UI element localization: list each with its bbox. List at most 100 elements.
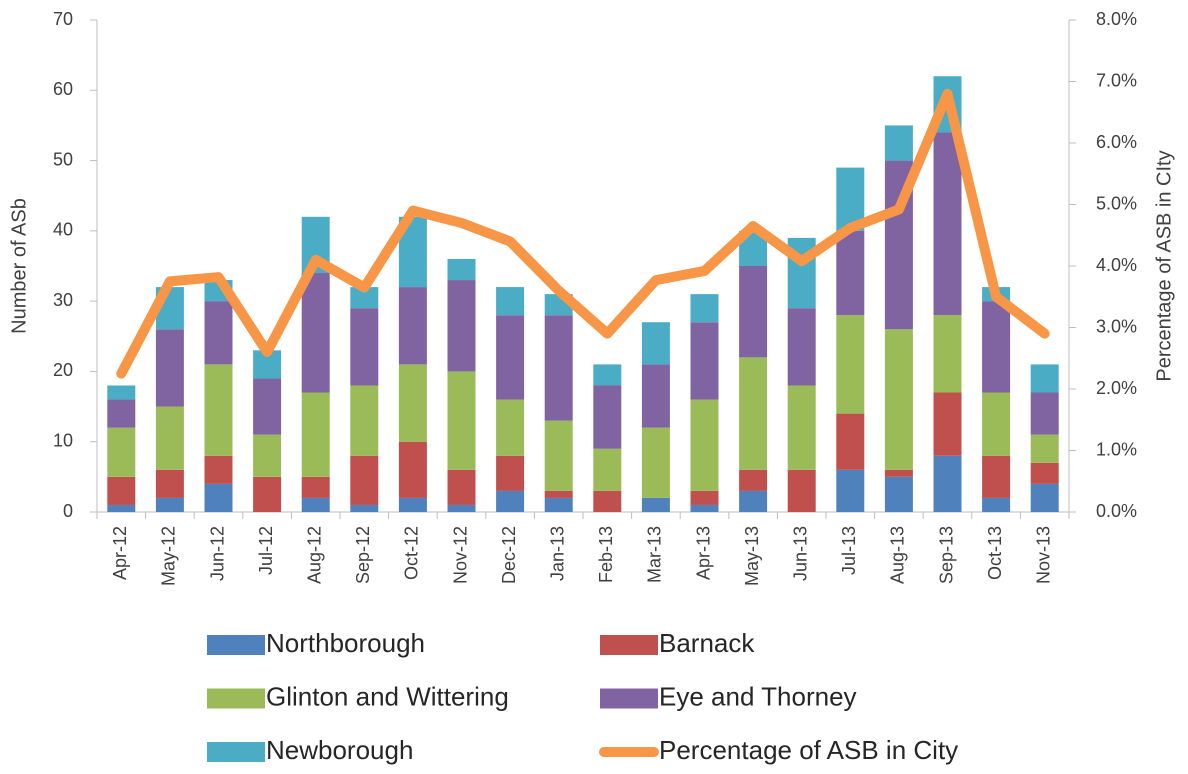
y-tick-label: 70 xyxy=(53,9,73,29)
bar xyxy=(690,294,719,323)
y-tick-label: 60 xyxy=(53,79,73,99)
bar xyxy=(690,504,719,512)
bar xyxy=(593,364,622,386)
bar xyxy=(301,476,330,498)
legend-swatch xyxy=(207,742,265,762)
bar xyxy=(107,399,136,428)
bar xyxy=(593,385,622,449)
y2-tick-label: 6.0% xyxy=(1096,132,1137,152)
legend-swatch xyxy=(600,688,658,709)
bar xyxy=(787,385,816,470)
bar xyxy=(884,125,913,161)
bar xyxy=(253,378,282,435)
bar xyxy=(1030,392,1059,435)
legend-swatch xyxy=(600,635,658,655)
bar xyxy=(447,469,476,505)
x-tick-label: Aug-13 xyxy=(888,526,908,584)
bar xyxy=(982,392,1011,456)
bar xyxy=(301,497,330,512)
bar xyxy=(787,308,816,386)
bar xyxy=(398,364,427,442)
bar xyxy=(641,427,670,498)
bar xyxy=(739,266,768,358)
bar xyxy=(933,455,962,512)
legend-label: Glinton and Wittering xyxy=(266,681,509,711)
bar xyxy=(1030,462,1059,484)
bar xyxy=(447,371,476,470)
y2-tick-label: 1.0% xyxy=(1096,439,1137,459)
bar xyxy=(253,476,282,512)
bar xyxy=(544,497,573,512)
bar xyxy=(933,392,962,456)
x-tick-label: Mar-13 xyxy=(645,526,665,583)
x-tick-label: May-12 xyxy=(159,526,179,586)
y-tick-label: 50 xyxy=(53,149,73,169)
x-tick-label: Nov-13 xyxy=(1033,526,1053,584)
bar xyxy=(690,490,719,505)
bar xyxy=(690,399,719,491)
bar xyxy=(155,497,184,512)
bar xyxy=(1030,364,1059,393)
y-tick-label: 10 xyxy=(53,430,73,450)
bar xyxy=(350,287,379,309)
legend-label: Northborough xyxy=(266,628,425,658)
y-tick-label: 0 xyxy=(63,501,73,521)
y2-tick-label: 2.0% xyxy=(1096,378,1137,398)
bar xyxy=(204,301,233,365)
bar xyxy=(593,490,622,512)
bar xyxy=(253,434,282,477)
bar xyxy=(107,476,136,505)
bar xyxy=(544,315,573,421)
bar xyxy=(884,476,913,512)
bar xyxy=(398,441,427,498)
bar xyxy=(982,497,1011,512)
bar xyxy=(107,385,136,400)
y2-tick-label: 5.0% xyxy=(1096,193,1137,213)
bar xyxy=(204,483,233,512)
y2-tick-label: 4.0% xyxy=(1096,255,1137,275)
x-tick-label: Jun-13 xyxy=(790,526,810,581)
bar xyxy=(836,315,865,414)
bar xyxy=(836,469,865,512)
bar xyxy=(982,455,1011,498)
bar xyxy=(350,455,379,505)
bar xyxy=(739,357,768,470)
bar xyxy=(350,308,379,386)
bar xyxy=(496,287,525,316)
bar xyxy=(447,280,476,372)
legend-label: Eye and Thorney xyxy=(659,681,857,711)
x-tick-label: Jul-13 xyxy=(839,526,859,575)
bar xyxy=(107,504,136,512)
bar xyxy=(1030,483,1059,512)
legend-label: Barnack xyxy=(659,628,755,658)
bar xyxy=(933,132,962,316)
bar xyxy=(301,273,330,393)
bar xyxy=(398,497,427,512)
line xyxy=(116,88,1050,379)
bar xyxy=(496,399,525,456)
x-tick-label: Nov-12 xyxy=(450,526,470,584)
y2-axis-label: Percentage of ASB in CIty xyxy=(1153,150,1175,381)
bar xyxy=(496,315,525,400)
x-tick-label: Oct-12 xyxy=(402,526,422,580)
x-tick-label: Apr-13 xyxy=(693,526,713,580)
y-tick-label: 40 xyxy=(53,220,73,240)
x-tick-label: Sep-12 xyxy=(353,526,373,584)
bar xyxy=(155,469,184,498)
bar xyxy=(690,322,719,400)
x-tick-label: Jan-13 xyxy=(547,526,567,581)
legend-label: Newborough xyxy=(266,735,413,765)
bar xyxy=(496,455,525,491)
bar xyxy=(496,490,525,512)
bar xyxy=(884,469,913,477)
x-tick-label: Jul-12 xyxy=(256,526,276,575)
legend-swatch xyxy=(207,635,265,655)
legend-swatch xyxy=(207,688,265,709)
bar xyxy=(593,448,622,491)
bar xyxy=(641,364,670,428)
bar xyxy=(447,258,476,281)
bar xyxy=(739,490,768,512)
bar xyxy=(204,455,233,484)
bar xyxy=(204,364,233,456)
y-tick-label: 30 xyxy=(53,290,73,310)
